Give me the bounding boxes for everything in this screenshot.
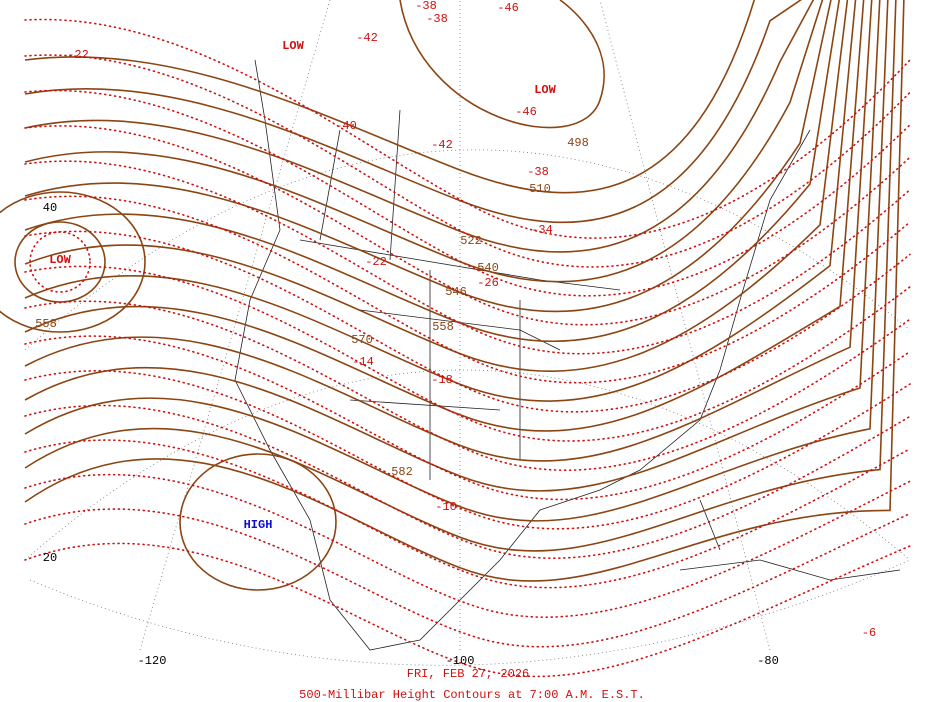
height-label: 558 (432, 320, 454, 334)
contours (0, 0, 911, 678)
temperature-contour (24, 439, 911, 589)
lat-line (24, 149, 911, 351)
temperature-label: -22 (67, 48, 89, 62)
temperature-label: -38 (426, 12, 448, 26)
temperature-label: -42 (431, 138, 453, 152)
map-edge (29, 559, 911, 666)
temperature-contour (24, 54, 911, 268)
borders (299, 109, 621, 480)
temperature-label: -38 (527, 165, 549, 179)
height-label: 546 (445, 285, 467, 299)
temperature-label: -46 (497, 1, 519, 15)
temperature-contour (24, 300, 911, 471)
temperature-label: -26 (477, 276, 499, 290)
height-contour (24, 0, 905, 582)
temperature-contour (24, 508, 911, 648)
temperature-label: -40 (335, 119, 357, 133)
height-contour (24, 0, 897, 552)
temperature-label: -34 (531, 223, 553, 237)
temperature-label: -6 (862, 626, 876, 640)
labels: LOW LOW LOW HIGH 498 510 522 540 546 558 570 582 558… (35, 0, 876, 668)
height-contour (24, 0, 873, 462)
longitude-label: -100 (446, 654, 475, 668)
pressure-center: LOW (534, 83, 556, 97)
height-label: 582 (391, 465, 413, 479)
temperature-label: -38 (415, 0, 437, 13)
coastlines (234, 59, 901, 651)
height-contour (24, 0, 841, 343)
latitude-label: 40 (43, 201, 57, 215)
height-label: 522 (460, 234, 482, 248)
high-contour (179, 453, 337, 591)
temperature-contour (24, 230, 911, 413)
lat-line (24, 369, 911, 561)
map-date: FRI, FEB 27, 2026 (407, 667, 529, 681)
temperature-contour (24, 160, 911, 355)
temperature-contour (24, 125, 911, 326)
longitude-label: -120 (138, 654, 167, 668)
temperature-contour (29, 231, 91, 293)
temperature-contour (24, 473, 911, 618)
temperature-label: -42 (356, 31, 378, 45)
height-label: 498 (567, 136, 589, 150)
map-title: 500-Millibar Height Contours at 7:00 A.M… (299, 688, 645, 702)
height-label: 510 (529, 182, 551, 196)
height-contour (24, 0, 865, 432)
islands (679, 499, 901, 581)
height-label: 570 (351, 333, 373, 347)
temperature-contour (24, 195, 911, 384)
pressure-center: LOW (49, 253, 71, 267)
longitude-label: -80 (757, 654, 779, 668)
height-contour (24, 0, 755, 194)
pressure-center: LOW (282, 39, 304, 53)
temperature-contour (24, 335, 911, 501)
low-contour (399, 0, 605, 129)
temperature-label: -10 (435, 500, 457, 514)
temperature-contour (24, 265, 911, 442)
height-contour (24, 0, 832, 313)
height-contour (24, 0, 815, 253)
pressure-center: HIGH (244, 518, 273, 532)
temperature-contour (24, 542, 911, 678)
temperature-contour (24, 404, 911, 559)
temperature-contour (24, 18, 911, 239)
temperature-label: -46 (515, 105, 537, 119)
low-contour (0, 191, 146, 333)
height-contour (24, 0, 803, 224)
temperature-contour (24, 89, 911, 297)
graticule (24, 0, 911, 666)
latitude-label: 20 (43, 551, 57, 565)
temperature-label: -22 (365, 255, 387, 269)
height-label: 558 (35, 317, 57, 331)
lon-line (139, 0, 331, 651)
height-label: 540 (477, 261, 499, 275)
temperature-label: -18 (431, 373, 453, 387)
temperature-label: -14 (352, 355, 374, 369)
temperature-contour (24, 370, 911, 530)
coastline (234, 59, 811, 651)
height-contour (24, 0, 881, 492)
height-contour (24, 0, 889, 522)
